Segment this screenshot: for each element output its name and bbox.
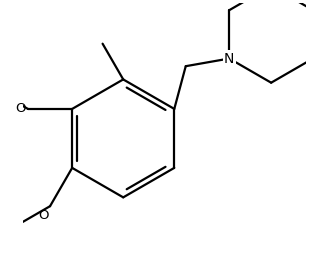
- Text: O: O: [16, 102, 26, 116]
- Text: N: N: [224, 51, 235, 65]
- Text: O: O: [38, 209, 49, 222]
